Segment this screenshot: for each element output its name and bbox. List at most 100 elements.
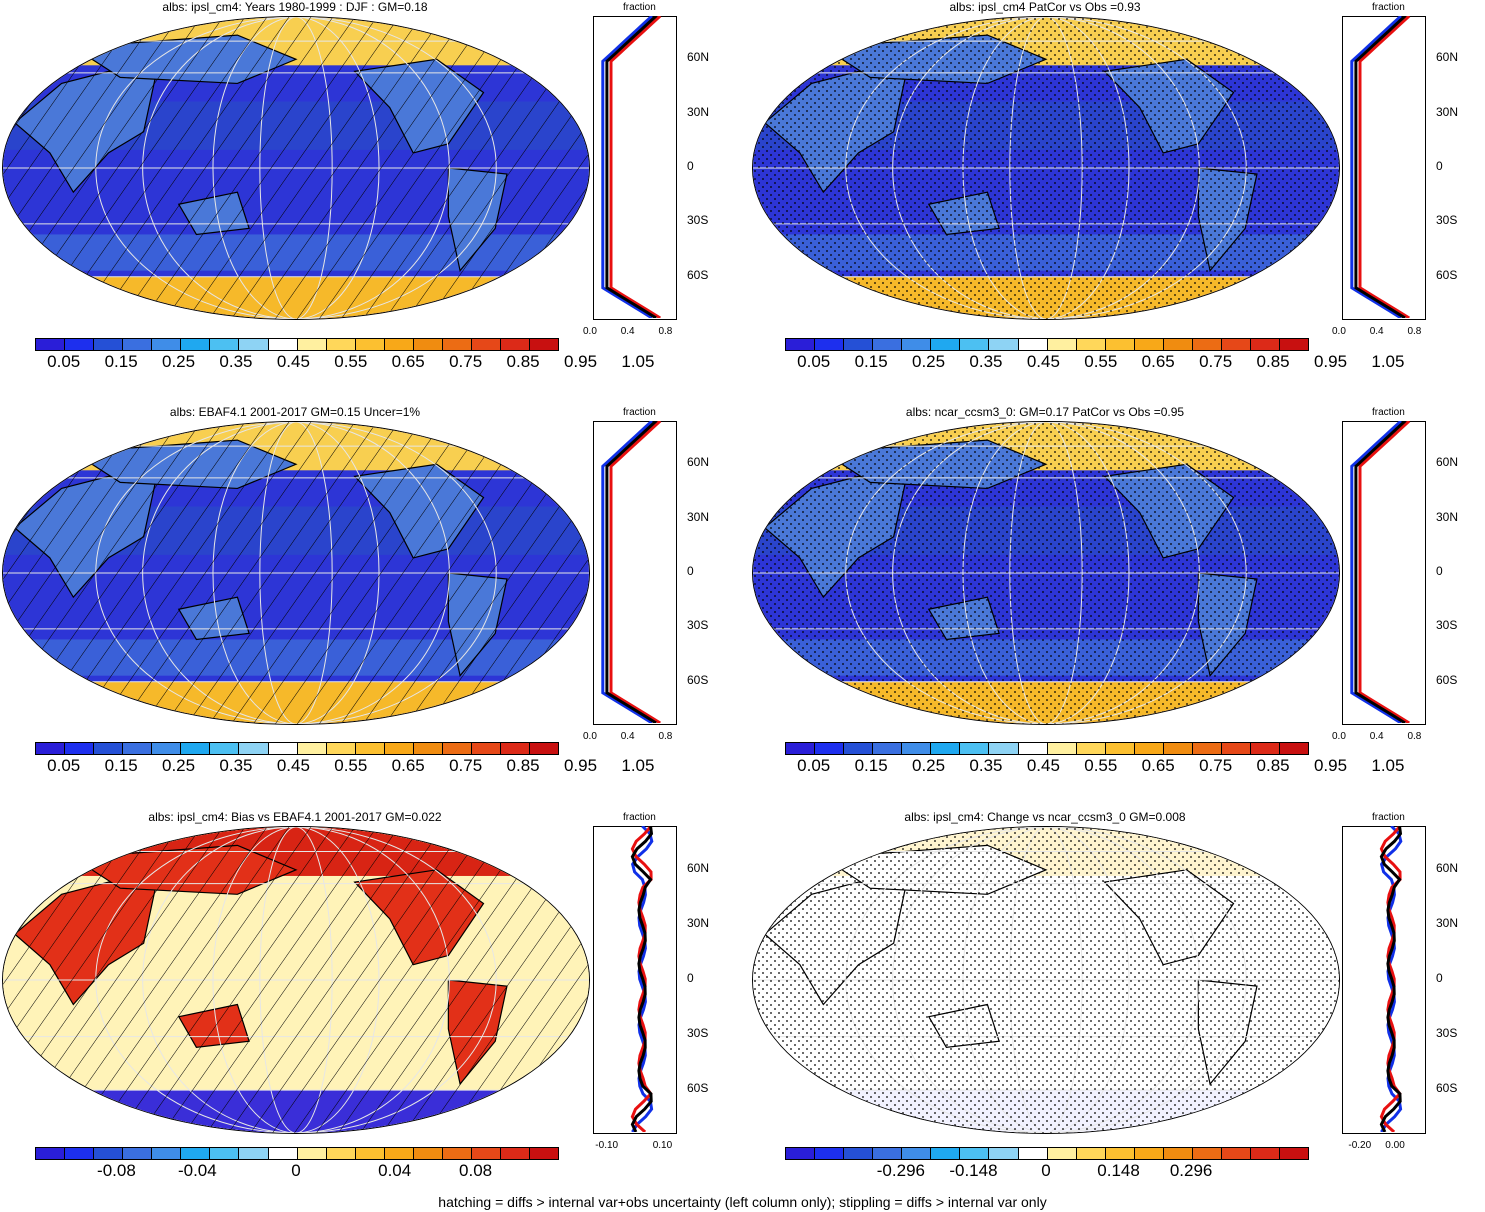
zonal-frame — [1342, 826, 1426, 1134]
colorbar-tick-label: 0.75 — [1199, 352, 1233, 371]
colorbar-swatch — [1251, 339, 1281, 350]
zonal-axis-title: fraction — [623, 812, 656, 823]
colorbar-swatch — [36, 1148, 66, 1159]
zonal-x-tick-label: -0.10 — [595, 1140, 619, 1151]
colorbar-tick-label: 0.45 — [1026, 756, 1060, 775]
colorbar-tick-label: 0.05 — [47, 756, 81, 775]
stippling — [753, 17, 1339, 319]
colorbar-swatch — [355, 1148, 385, 1159]
panel-title: albs: ipsl_cm4: Change vs ncar_ccsm3_0 G… — [904, 810, 1186, 824]
colorbar-swatch — [123, 743, 153, 754]
latitude-label: 60N — [1436, 50, 1459, 65]
latitude-label: 0 — [1436, 159, 1443, 173]
colorbar-swatch — [1280, 1148, 1309, 1159]
colorbar-swatch — [1163, 339, 1193, 350]
colorbar-swatch — [873, 339, 903, 350]
latitude-label: 0 — [687, 971, 694, 985]
colorbar-swatch — [123, 339, 153, 350]
zonal-x-tick-label: 0.4 — [620, 731, 635, 742]
stippling — [753, 827, 1339, 1133]
zonal-x-tick-label: 0.00 — [1385, 1140, 1405, 1151]
colorbar-swatch — [873, 743, 903, 754]
colorbar-swatch — [442, 1148, 472, 1159]
latitude-label: 30S — [687, 618, 709, 633]
latitude-label: 60N — [687, 860, 710, 875]
world-map — [752, 421, 1340, 725]
colorbar-tick-label: 0.95 — [1313, 756, 1348, 775]
zonal-curve-blue — [630, 826, 654, 1132]
colorbar-swatch — [844, 1148, 874, 1159]
colorbar-swatch — [384, 339, 414, 350]
colorbar-tick-label: 0.75 — [449, 756, 483, 775]
colorbar-tick-label: 0.75 — [1199, 756, 1233, 775]
latitude-label: 30S — [687, 1026, 709, 1041]
colorbar-swatch — [1134, 743, 1164, 754]
latitude-label: 30N — [1436, 104, 1459, 119]
zonal-curve-red — [630, 826, 653, 1132]
zonal-x-tick-label: 0.10 — [652, 1140, 673, 1151]
colorbar-tick-label: 0.65 — [1141, 352, 1175, 371]
colorbar-swatch — [931, 1148, 961, 1159]
zonal-frame — [1342, 16, 1426, 320]
latitude-label: 60S — [687, 672, 709, 687]
colorbar-swatch — [94, 743, 124, 754]
colorbar-swatch — [239, 339, 269, 350]
colorbar-swatch — [384, 1148, 414, 1159]
colorbar-swatch — [268, 743, 298, 754]
colorbar-swatch — [501, 743, 531, 754]
colorbar-swatch — [413, 339, 443, 350]
colorbar — [35, 338, 559, 351]
colorbar-swatch — [355, 339, 385, 350]
colorbar-tick-label: 0 — [1041, 1161, 1051, 1180]
colorbar-swatch — [989, 743, 1019, 754]
colorbar-tick-label: 0.55 — [334, 352, 368, 371]
zonal-curve-blue — [601, 421, 654, 723]
colorbar-swatch — [181, 1148, 211, 1159]
colorbar-swatch — [1047, 743, 1077, 754]
latitude-label: 60N — [687, 455, 710, 470]
colorbar-tick-label: 0.65 — [391, 352, 425, 371]
zonal-x-tick-label: 0.0 — [1332, 326, 1346, 337]
latitude-label: 30N — [687, 104, 710, 119]
colorbar-swatch — [326, 743, 356, 754]
zonal-axis-title: fraction — [1372, 2, 1405, 13]
colorbar-tick-label: -0.296 — [876, 1161, 925, 1180]
colorbar-swatch — [36, 743, 66, 754]
colorbar-swatch — [471, 339, 501, 350]
colorbar-swatch — [960, 743, 990, 754]
colorbar-swatch — [530, 339, 559, 350]
colorbar-swatch — [1076, 1148, 1106, 1159]
colorbar-tick-label: 0.148 — [1097, 1161, 1140, 1180]
colorbar-tick-label: 0.25 — [912, 352, 946, 371]
colorbar-swatch — [471, 1148, 501, 1159]
hatching — [3, 422, 589, 724]
colorbar-swatch — [210, 1148, 240, 1159]
colorbar-swatch — [94, 339, 124, 350]
colorbar-swatch — [1018, 339, 1048, 350]
latitude-label: 0 — [1436, 971, 1443, 985]
colorbar-swatch — [1018, 743, 1048, 754]
colorbar-swatch — [501, 1148, 531, 1159]
latitude-label: 60S — [1436, 267, 1458, 282]
colorbar-swatch — [1280, 743, 1309, 754]
latitude-label: 30S — [1436, 618, 1458, 633]
zonal-axis-title: fraction — [623, 2, 656, 13]
zonal-frame — [593, 421, 677, 725]
colorbar-tick-label: 1.05 — [621, 352, 655, 371]
colorbar-swatch — [530, 743, 559, 754]
colorbar-swatch — [210, 743, 240, 754]
hatching — [3, 827, 589, 1133]
world-map — [2, 16, 590, 320]
zonal-frame — [593, 16, 677, 320]
colorbar-swatch — [1251, 743, 1281, 754]
latitude-label: 30N — [687, 509, 710, 524]
colorbar — [35, 1147, 559, 1160]
colorbar-swatch — [268, 1148, 298, 1159]
colorbar-tick-label: 0.15 — [854, 756, 888, 775]
latitude-label: 30N — [1436, 509, 1459, 524]
colorbar-tick-label: 0.85 — [506, 756, 540, 775]
colorbar-swatch — [1018, 1148, 1048, 1159]
colorbar — [785, 1147, 1309, 1160]
colorbar-swatch — [326, 339, 356, 350]
colorbar-swatch — [442, 743, 472, 754]
